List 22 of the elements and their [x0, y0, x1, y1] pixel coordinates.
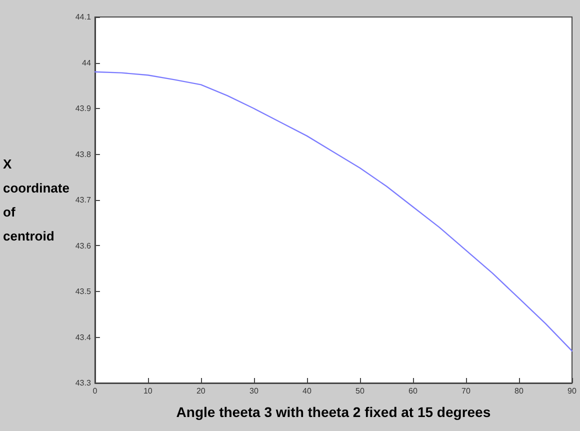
y-tick-label: 43.9 — [75, 104, 92, 113]
line-series — [94, 71, 573, 352]
x-tick-label: 90 — [568, 386, 577, 396]
y-tick-label: 43.6 — [75, 241, 92, 250]
x-tick-label: 10 — [143, 386, 153, 396]
x-tick-label: 30 — [249, 386, 259, 396]
y-tick-label: 43.4 — [75, 332, 92, 342]
y-tick-label: 44 — [82, 58, 92, 68]
x-tick-label: 70 — [462, 386, 471, 396]
x-tick-label: 60 — [408, 386, 418, 396]
x-tick-label: 0 — [92, 386, 98, 396]
y-tick-label: 44.1 — [75, 12, 92, 22]
x-tick-label: 80 — [514, 386, 524, 396]
y-axis-title: X coordinate of centroid — [3, 156, 70, 244]
y-tick-label: 43.5 — [75, 287, 92, 296]
x-axis-title: Angle theeta 3 with theeta 2 fixed at 15 degrees — [176, 404, 491, 420]
x-tick-label: 50 — [356, 386, 365, 396]
y-tick-label: 43.3 — [75, 378, 92, 388]
y-tick-label: 43.7 — [75, 196, 92, 204]
x-tick-label: 40 — [302, 386, 312, 396]
x-tick-label: 20 — [196, 386, 206, 396]
y-tick-label: 43.8 — [75, 150, 92, 159]
